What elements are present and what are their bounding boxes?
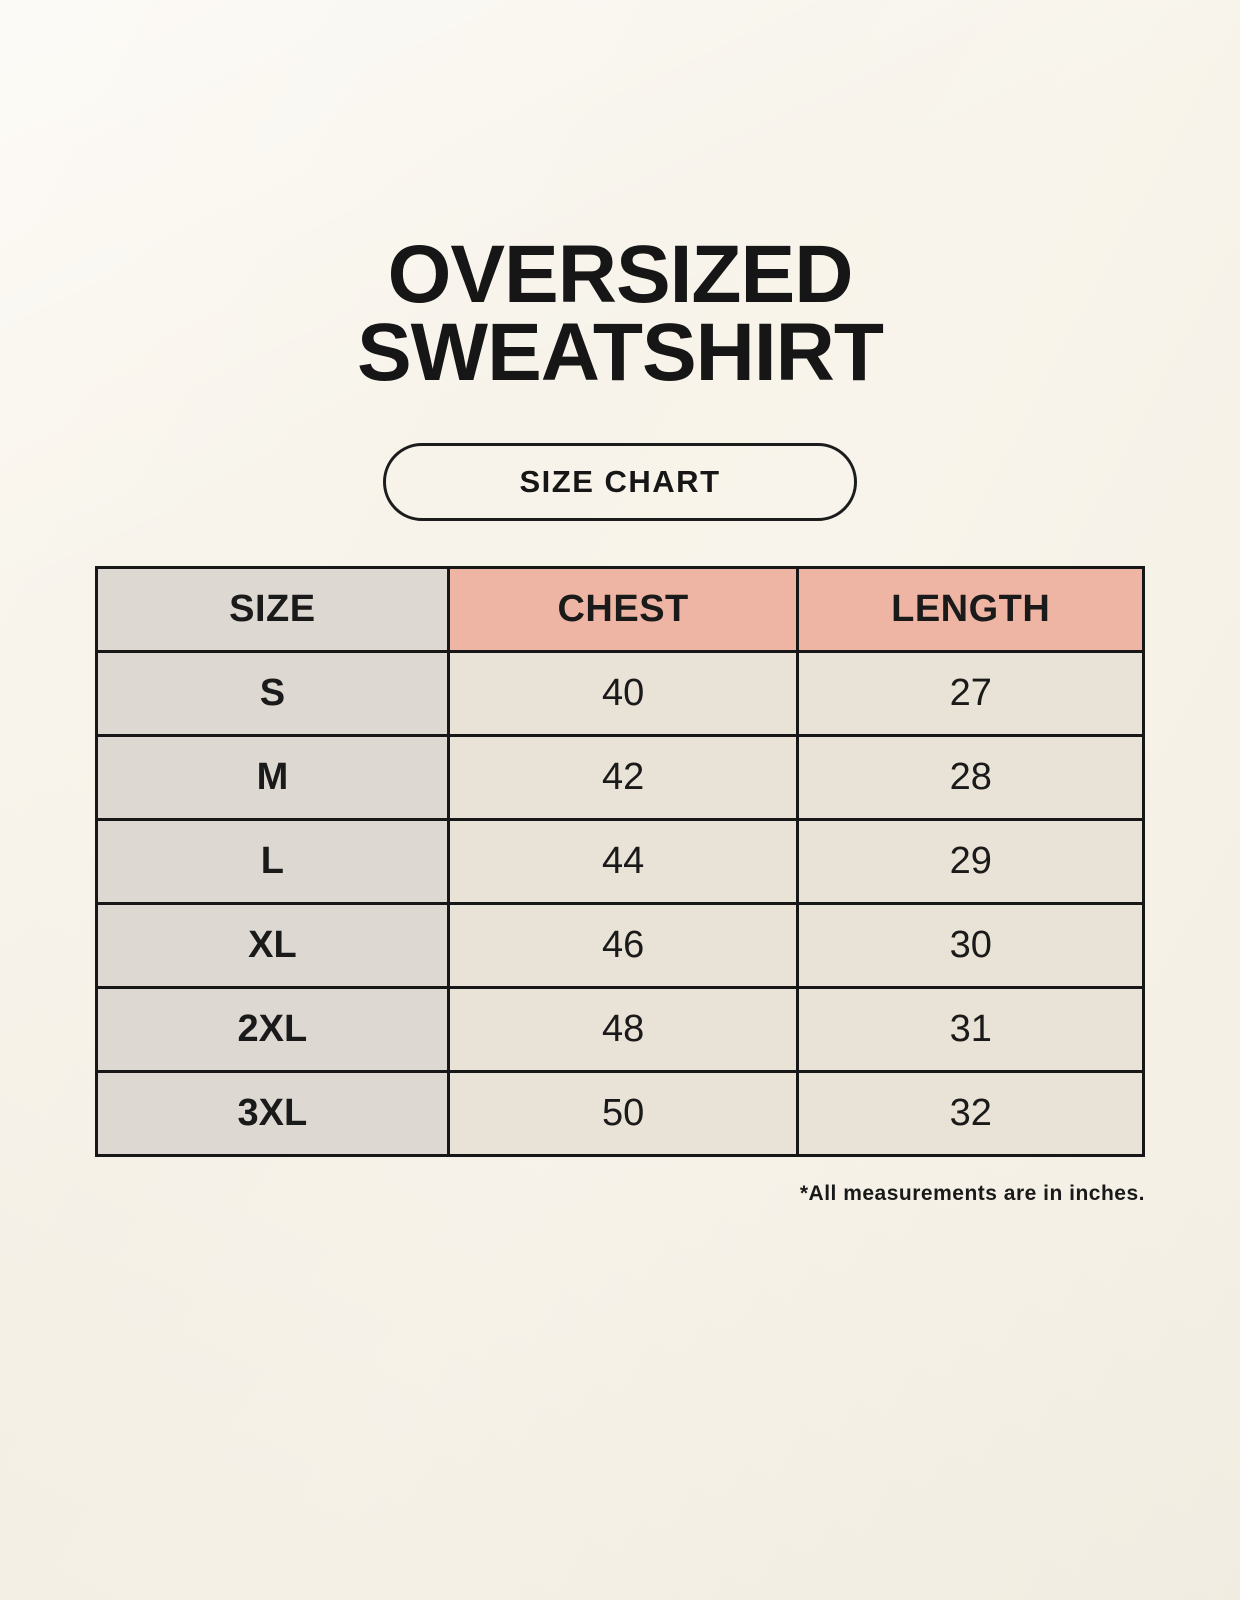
size-cell: S (95, 650, 450, 737)
length-cell: 30 (796, 902, 1145, 989)
chest-cell: 44 (446, 818, 800, 905)
length-cell: 31 (796, 986, 1145, 1073)
table-row: L 44 29 (95, 818, 1145, 905)
size-chart-button-label: SIZE CHART (519, 464, 721, 499)
measurements-footnote: *All measurements are in inches. (799, 1182, 1145, 1205)
table-row: M 42 28 (95, 734, 1145, 821)
chest-cell: 42 (446, 734, 800, 821)
size-table: SIZE CHEST LENGTH S 40 27 M 42 28 L 44 29 XL 46 30 2… (95, 566, 1145, 1157)
chest-cell: 50 (446, 1070, 800, 1157)
table-row: 2XL 48 31 (95, 986, 1145, 1073)
length-cell: 28 (796, 734, 1145, 821)
size-cell: 2XL (95, 986, 450, 1073)
chest-cell: 48 (446, 986, 800, 1073)
table-body: S 40 27 M 42 28 L 44 29 XL 46 30 2XL 48 31 3XL 50 32 (95, 650, 1145, 1157)
length-cell: 29 (796, 818, 1145, 905)
table-row: S 40 27 (95, 650, 1145, 737)
table-row: XL 46 30 (95, 902, 1145, 989)
page-title-line-1: OVERSIZED (387, 229, 854, 320)
size-cell: 3XL (95, 1070, 450, 1157)
chest-cell: 40 (446, 650, 800, 737)
header-chest: CHEST (446, 566, 800, 653)
page-title: OVERSIZED SWEATSHIRT (0, 229, 1240, 398)
chest-cell: 46 (446, 902, 800, 989)
table-row: 3XL 50 32 (95, 1070, 1145, 1157)
page-title-line-2: SWEATSHIRT (356, 307, 884, 398)
size-chart-button[interactable]: SIZE CHART (383, 443, 857, 521)
size-cell: M (95, 734, 450, 821)
size-cell: XL (95, 902, 450, 989)
header-size: SIZE (95, 566, 450, 653)
table-header-row: SIZE CHEST LENGTH (95, 566, 1145, 653)
length-cell: 27 (796, 650, 1145, 737)
length-cell: 32 (796, 1070, 1145, 1157)
size-cell: L (95, 818, 450, 905)
header-length: LENGTH (796, 566, 1145, 653)
